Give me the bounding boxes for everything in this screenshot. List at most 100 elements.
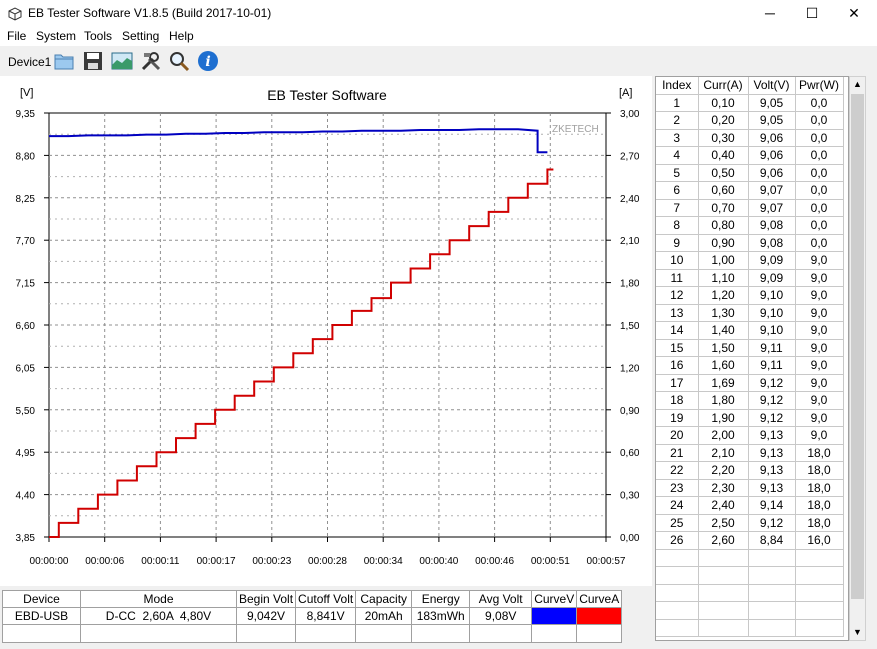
cell-pwr: 0,0 — [795, 94, 844, 112]
table-row[interactable]: 19 1,90 9,12 9,0 — [656, 409, 844, 427]
cell-curr: 2,40 — [698, 496, 749, 515]
cell-curr: 1,80 — [698, 391, 749, 410]
info-icon[interactable]: i — [196, 49, 220, 73]
grid-header-pwr[interactable]: Pwr(W) — [795, 77, 844, 95]
cell-pwr: 9,0 — [795, 251, 844, 270]
curve-a-color-swatch[interactable] — [576, 607, 623, 625]
scroll-up-arrow-icon[interactable]: ▲ — [853, 79, 862, 89]
table-row[interactable]: 26 2,60 8,84 16,0 — [656, 531, 844, 550]
table-row[interactable]: 12 1,20 9,10 9,0 — [656, 286, 844, 305]
y-left-tick-label: 9,35 — [16, 109, 36, 120]
y-right-tick-label: 0,30 — [620, 491, 640, 502]
table-row[interactable]: 21 2,10 9,13 18,0 — [656, 444, 844, 462]
table-row[interactable]: 6 0,60 9,07 0,0 — [656, 181, 844, 200]
menu-file[interactable]: File — [7, 29, 27, 43]
menu-setting[interactable]: Setting — [122, 29, 160, 43]
scroll-thumb[interactable] — [851, 94, 864, 599]
cell-pwr: 9,0 — [795, 286, 844, 305]
test-info-table: Device Mode Begin Volt Cutoff Volt Capac… — [2, 590, 623, 643]
cell-curr: 1,69 — [698, 374, 749, 392]
cell-volt: 9,06 — [748, 164, 796, 182]
info-device: EBD-USB — [2, 607, 81, 625]
grid-header-volt[interactable]: Volt(V) — [748, 77, 796, 95]
save-icon[interactable] — [81, 49, 105, 73]
table-row-empty — [656, 619, 844, 637]
info-value-row: EBD-USB D-CC 2,60A 4,80V 9,042V 8,841V 2… — [2, 607, 623, 625]
cell-pwr: 0,0 — [795, 146, 844, 165]
grid-scrollbar[interactable]: ▲ ▼ — [849, 76, 866, 641]
chart-image-icon[interactable] — [110, 49, 134, 73]
cell-pwr: 18,0 — [795, 479, 844, 497]
cell-volt: 9,09 — [748, 269, 796, 287]
info-cutoff-volt: 8,841V — [295, 607, 357, 625]
table-row[interactable]: 8 0,80 9,08 0,0 — [656, 216, 844, 235]
info-header-curve-v: CurveV — [531, 590, 578, 608]
table-row[interactable]: 18 1,80 9,12 9,0 — [656, 391, 844, 410]
cell-volt: 9,07 — [748, 199, 796, 217]
table-row[interactable]: 13 1,30 9,10 9,0 — [656, 304, 844, 322]
cell-index: 3 — [656, 129, 699, 147]
grid-header-index[interactable]: Index — [656, 77, 699, 95]
cell-curr: 0,90 — [698, 234, 749, 252]
cell-volt: 9,08 — [748, 234, 796, 252]
info-header-begin-volt: Begin Volt — [235, 590, 297, 608]
cell-volt: 9,12 — [748, 391, 796, 410]
y-left-tick-label: 7,70 — [16, 236, 36, 247]
grid-header-curr[interactable]: Curr(A) — [698, 77, 749, 95]
cell-pwr: 16,0 — [795, 531, 844, 550]
table-row[interactable]: 16 1,60 9,11 9,0 — [656, 356, 844, 375]
table-row[interactable]: 24 2,40 9,14 18,0 — [656, 496, 844, 515]
title-bar: EB Tester Software V1.8.5 (Build 2017-10… — [0, 0, 877, 28]
y-right-tick-label: 2,40 — [620, 194, 640, 205]
cell-curr: 2,00 — [698, 426, 749, 445]
cell-index: 11 — [656, 269, 699, 287]
cell-index: 2 — [656, 111, 699, 130]
table-row[interactable]: 10 1,00 9,09 9,0 — [656, 251, 844, 270]
info-header-device: Device — [2, 590, 81, 608]
table-row[interactable]: 20 2,00 9,13 9,0 — [656, 426, 844, 445]
table-row[interactable]: 1 0,10 9,05 0,0 — [656, 94, 844, 112]
cell-index: 6 — [656, 181, 699, 200]
table-row[interactable]: 17 1,69 9,12 9,0 — [656, 374, 844, 392]
table-row[interactable]: 9 0,90 9,08 0,0 — [656, 234, 844, 252]
table-row[interactable]: 25 2,50 9,12 18,0 — [656, 514, 844, 532]
table-row[interactable]: 4 0,40 9,06 0,0 — [656, 146, 844, 165]
table-row[interactable]: 3 0,30 9,06 0,0 — [656, 129, 844, 147]
cell-index: 12 — [656, 286, 699, 305]
tools-icon[interactable] — [139, 49, 163, 73]
cell-curr: 0,70 — [698, 199, 749, 217]
menu-system[interactable]: System — [36, 29, 77, 43]
table-row[interactable]: 2 0,20 9,05 0,0 — [656, 111, 844, 130]
folder-icon[interactable] — [52, 49, 76, 73]
cell-pwr: 0,0 — [795, 111, 844, 130]
cell-curr: 0,80 — [698, 216, 749, 235]
menu-tools[interactable]: Tools — [84, 29, 113, 43]
cell-pwr: 9,0 — [795, 374, 844, 392]
table-row[interactable]: 5 0,50 9,06 0,0 — [656, 164, 844, 182]
minimize-button[interactable]: ─ — [765, 5, 775, 21]
device-tab[interactable]: Device1 — [8, 55, 52, 69]
info-header-curve-a: CurveA — [576, 590, 623, 608]
maximize-button[interactable]: ☐ — [805, 5, 819, 21]
y-right-tick-label: 0,00 — [620, 533, 640, 544]
menu-help[interactable]: Help — [169, 29, 194, 43]
table-row[interactable]: 11 1,10 9,09 9,0 — [656, 269, 844, 287]
table-row[interactable]: 23 2,30 9,13 18,0 — [656, 479, 844, 497]
cell-pwr: 0,0 — [795, 216, 844, 235]
cell-index: 5 — [656, 164, 699, 182]
table-row[interactable]: 22 2,20 9,13 18,0 — [656, 461, 844, 480]
curve-v-color-swatch[interactable] — [531, 607, 578, 625]
y-left-tick-label: 8,25 — [16, 194, 36, 205]
cell-index: 15 — [656, 339, 699, 357]
scroll-down-arrow-icon[interactable]: ▼ — [853, 627, 862, 637]
cell-index: 14 — [656, 321, 699, 340]
data-grid[interactable]: Index Curr(A) Volt(V) Pwr(W) 1 0,10 9,05 0,… — [655, 76, 849, 641]
close-button[interactable]: ✕ — [848, 5, 860, 21]
y-right-tick-label: 1,80 — [620, 279, 640, 290]
search-icon[interactable] — [167, 49, 191, 73]
cell-index: 22 — [656, 461, 699, 480]
table-row[interactable]: 7 0,70 9,07 0,0 — [656, 199, 844, 217]
table-row[interactable]: 15 1,50 9,11 9,0 — [656, 339, 844, 357]
table-row[interactable]: 14 1,40 9,10 9,0 — [656, 321, 844, 340]
cell-volt: 9,13 — [748, 444, 796, 462]
